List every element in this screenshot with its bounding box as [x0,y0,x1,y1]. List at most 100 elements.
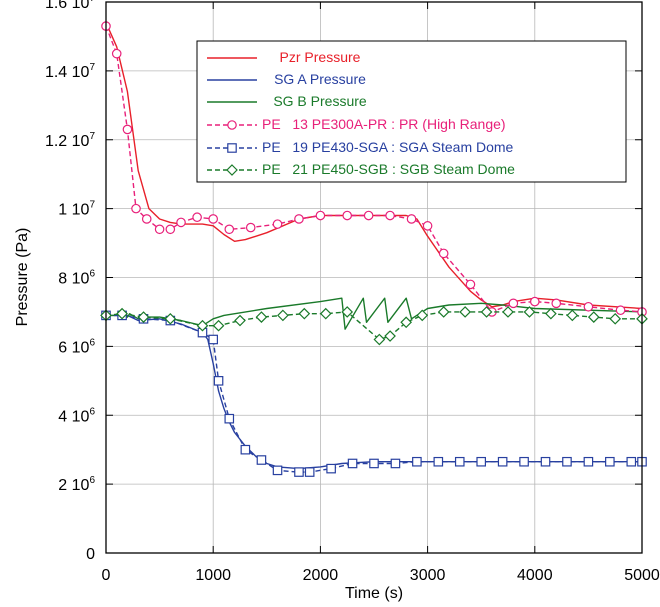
legend-box [196,40,627,183]
series-point [154,224,165,235]
series-point [508,298,519,309]
y-tick-label: 8 106 [58,269,95,288]
series-5 [100,306,648,346]
series-point [609,312,622,325]
series-point [433,456,444,467]
series-point [224,224,235,235]
x-tick-label: 3000 [410,567,446,584]
series-point [196,319,209,332]
series-point [240,444,251,455]
legend-item: SG A Pressure [207,71,366,87]
y-tick-mantissa: 1.6 10 [45,0,90,12]
series-point [400,316,413,329]
y-tick-label: 1.6 107 [45,0,95,12]
series-point [363,210,374,221]
y-tick-exponent: 7 [89,62,95,73]
series-point [255,311,268,323]
series-point [626,456,637,467]
legend-label: Pzr Pressure [280,49,361,65]
series-point [416,309,429,322]
series-point [422,221,433,231]
series-point [583,456,594,467]
series-point [294,214,304,224]
series-point [412,456,422,467]
y-tick-mantissa: 1 10 [58,202,89,219]
series-point [373,333,386,346]
series-point [502,306,514,318]
series-point [137,311,150,323]
series-point [605,456,615,467]
series-point [540,456,551,467]
series-point [587,311,600,323]
legend-marker [226,164,238,176]
series-point [192,212,202,223]
series-point [480,306,493,318]
series-point [583,301,594,312]
series-point [529,296,540,307]
y-tick-exponent: 6 [89,337,95,348]
legend: Pzr Pressure SG A Pressure SG B Pressure PE… [196,40,627,183]
series-point [566,309,579,322]
series-point [256,455,267,465]
x-axis-label: Time (s) [345,585,403,602]
series-point [298,307,311,320]
y-tick-mantissa: 2 10 [58,477,89,494]
legend-label: SG B Pressure [273,93,367,109]
series-layer [100,21,648,477]
series-point [141,214,152,224]
series-point [523,306,536,318]
series-point [213,376,224,386]
y-tick-exponent: 6 [89,406,95,417]
series-point [277,309,289,322]
series-point [116,307,128,320]
series-point [437,306,450,318]
y-tick-exponent: 7 [89,200,95,211]
x-tick-label: 4000 [517,567,553,584]
series-point [545,307,557,320]
y-tick-mantissa: 8 10 [58,271,89,288]
y-tick-label: 1.2 107 [45,131,95,150]
series-point [369,458,379,469]
series-point [454,456,465,467]
series-point [234,314,246,327]
y-tick-exponent: 7 [89,0,95,4]
y-axis-label: Pressure (Pa) [14,228,31,327]
x-tick-label: 1000 [195,567,231,584]
y-tick-mantissa: 0 [86,546,95,563]
ticks [105,1,643,554]
series-point [224,413,235,424]
series-point [476,456,486,467]
x-tick-label: 2000 [303,567,339,584]
legend-item: SG B Pressure [207,93,367,109]
legend-item: PE 21 PE450-SGB : SGB Steam Dome [207,161,515,177]
y-tick-label: 2 106 [58,475,95,494]
series-point [465,279,476,290]
y-tick-mantissa: 4 10 [58,408,89,425]
series-point [208,214,218,224]
series-point [315,210,326,221]
x-tick-label: 5000 [624,567,660,584]
series-point [131,203,141,214]
series-point [272,219,283,229]
series-point [122,124,133,135]
y-tick-exponent: 6 [89,475,95,486]
series-point [385,210,395,221]
legend-item: PE 13 PE300A-PR : PR (High Range) [207,116,506,132]
y-tick-exponent: 7 [89,131,95,142]
series-point [551,298,562,309]
series-point [165,224,176,235]
y-tick-mantissa: 1.4 10 [45,64,90,81]
y-tick-label: 0 [86,546,95,563]
series-point [212,319,225,332]
legend-item: Pzr Pressure [207,49,361,65]
series-point [245,222,256,233]
y-tick-label: 4 106 [58,406,95,425]
legend-label: SG A Pressure [274,71,366,87]
y-tick-label: 1 107 [58,200,95,219]
series-point [164,312,177,325]
series-point [319,307,332,320]
series-point [497,456,508,467]
series-point [272,465,283,476]
series-point [519,456,529,467]
